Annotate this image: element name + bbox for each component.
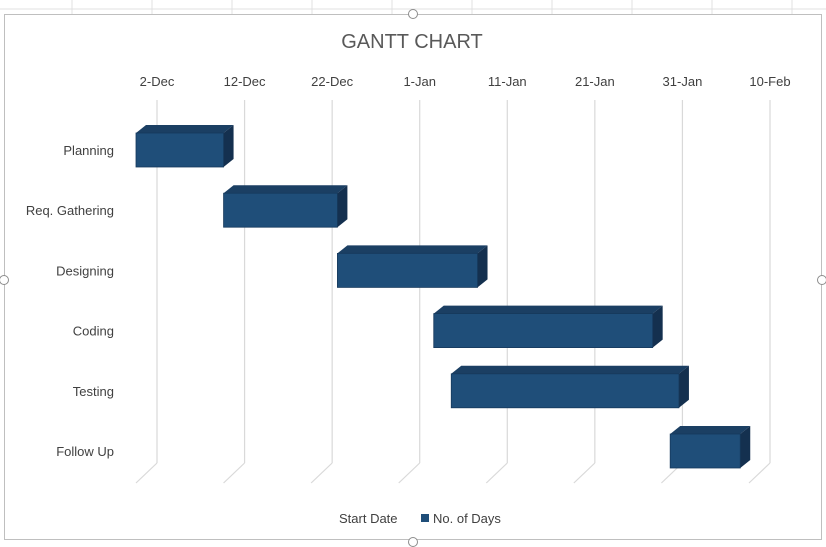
floor-gridline-3	[398, 462, 421, 484]
bar-4[interactable]	[450, 365, 689, 409]
bar-0[interactable]	[135, 125, 234, 168]
category-label-2: Designing	[56, 263, 114, 278]
category-label-4: Testing	[73, 384, 114, 399]
x-tick-label-5: 21-Jan	[575, 74, 615, 89]
floor-gridline-1	[223, 462, 245, 484]
floor-gridline-5	[573, 462, 596, 484]
category-label-1: Req. Gathering	[26, 203, 114, 218]
x-tick-label-7: 10-Feb	[749, 74, 790, 89]
bar-side-face-3	[652, 305, 663, 348]
bar-top-face-4	[451, 365, 689, 374]
floor-gridline-7	[748, 462, 771, 484]
bar-2[interactable]	[337, 245, 488, 288]
floor-gridline-0	[135, 462, 158, 484]
bar-5[interactable]	[669, 426, 751, 469]
x-tick-label-2: 22-Dec	[311, 74, 353, 89]
bar-front-face-4	[450, 373, 680, 409]
bar-side-face-4	[678, 365, 689, 408]
x-tick-label-4: 11-Jan	[488, 74, 527, 89]
legend-entry-start-date: Start Date	[339, 511, 398, 526]
x-tick-label-1: 12-Dec	[224, 74, 266, 89]
bar-front-face-1	[223, 192, 338, 228]
bar-top-face-2	[337, 245, 488, 254]
resize-handle-top[interactable]	[408, 9, 418, 19]
category-label-0: Planning	[63, 143, 114, 158]
bar-top-face-0	[136, 125, 234, 133]
resize-handle-left[interactable]	[0, 275, 9, 285]
floor-gridline-2	[310, 462, 333, 484]
bar-side-face-5	[740, 426, 751, 468]
x-axis-tick-labels: 2-Dec 12-Dec 22-Dec 1-Jan 11-Jan 21-Jan 31-Jan…	[140, 74, 791, 89]
legend-entry-no-of-days: No. of Days	[433, 511, 501, 526]
legend-swatch-no-of-days	[421, 514, 429, 522]
category-label-3: Coding	[73, 324, 114, 339]
floor-gridline-4	[485, 462, 508, 484]
bar-front-face-2	[337, 252, 478, 288]
bar-top-face-5	[670, 426, 751, 434]
bar-side-face-0	[223, 125, 234, 167]
category-label-5: Follow Up	[56, 444, 114, 459]
chart-title: GANTT CHART	[341, 31, 483, 53]
bar-top-face-3	[433, 305, 663, 314]
bar-top-face-1	[223, 185, 348, 194]
bar-front-face-5	[669, 433, 741, 469]
bar-3[interactable]	[433, 305, 663, 349]
bar-side-face-2	[477, 245, 488, 288]
x-tick-label-3: 1-Jan	[403, 74, 436, 89]
resize-handle-right[interactable]	[817, 275, 826, 285]
bar-1[interactable]	[223, 185, 348, 228]
x-tick-label-0: 2-Dec	[140, 74, 175, 89]
y-axis-category-labels: Planning Req. Gathering Designing Coding Tes…	[26, 143, 114, 459]
legend[interactable]: Start Date No. of Days	[339, 511, 501, 526]
bar-side-face-1	[337, 185, 348, 228]
x-tick-label-6: 31-Jan	[663, 74, 703, 89]
bar-front-face-3	[433, 313, 654, 349]
bar-front-face-0	[135, 132, 224, 168]
bar-series-no-of-days	[135, 125, 751, 469]
